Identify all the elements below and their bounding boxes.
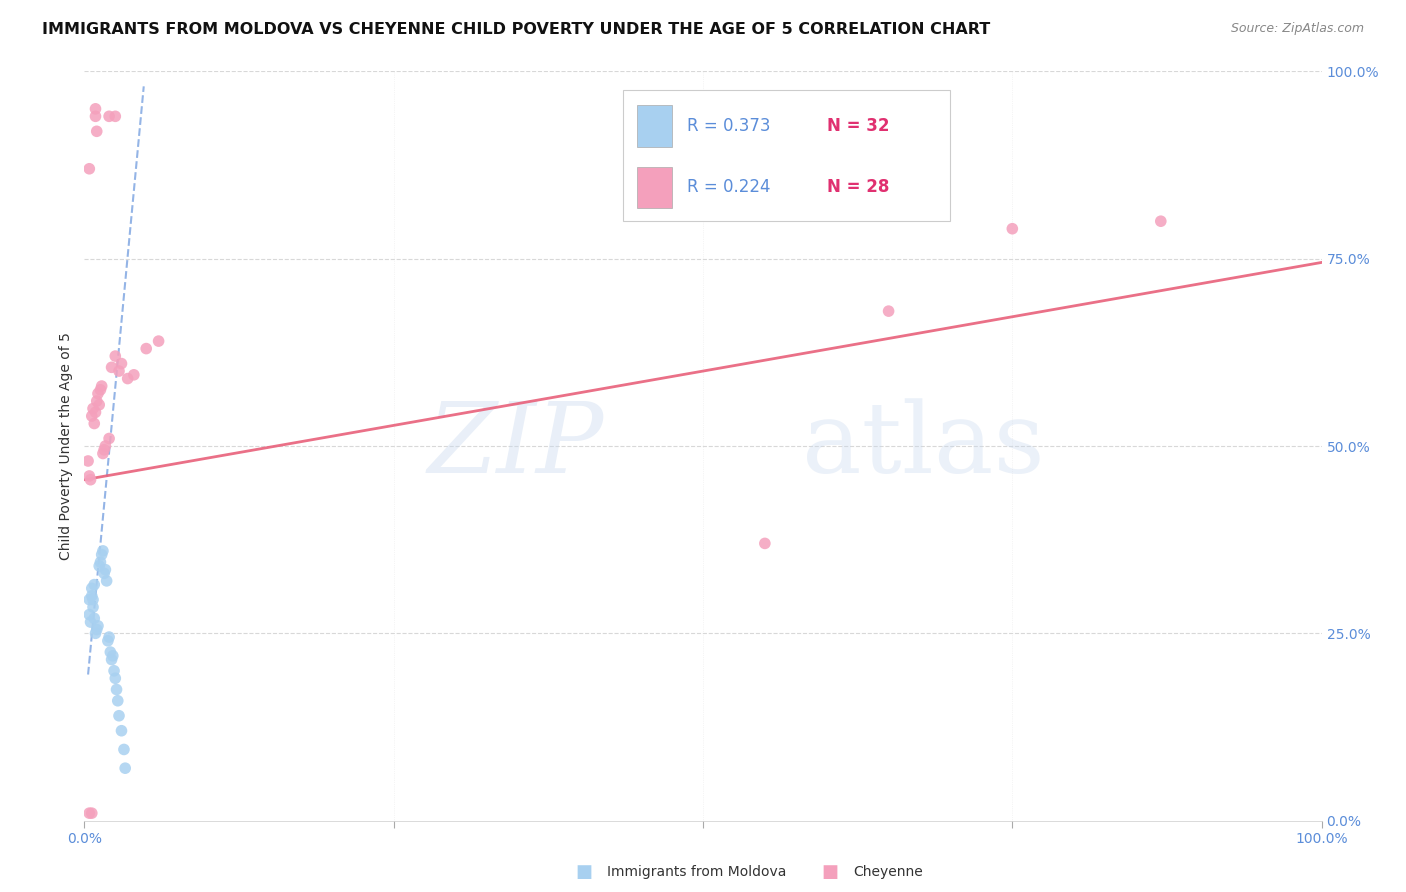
Point: [89, 398, 111, 412]
Point: [104, 671, 127, 685]
Point: [91, 544, 114, 558]
Text: Cheyenne: Cheyenne: [853, 865, 924, 880]
Point: [79, 161, 101, 176]
Y-axis label: Child Poverty Under the Age of 5: Child Poverty Under the Age of 5: [59, 332, 73, 560]
Point: [87, 386, 110, 401]
Text: Source: ZipAtlas.com: Source: ZipAtlas.com: [1230, 22, 1364, 36]
Point: [79, 607, 101, 622]
Point: [79, 473, 101, 487]
Point: [80, 806, 103, 821]
Point: [77, 454, 100, 468]
Point: [98, 109, 121, 123]
Point: [80, 582, 103, 596]
Point: [100, 652, 122, 666]
Point: [83, 611, 105, 625]
Point: [84, 405, 107, 419]
Point: [110, 723, 132, 738]
Point: [82, 600, 104, 615]
Point: [89, 555, 111, 569]
Bar: [637, 167, 672, 208]
Point: [108, 364, 131, 378]
Text: N = 32: N = 32: [827, 117, 889, 135]
Point: [79, 615, 101, 629]
Point: [100, 360, 122, 375]
Point: [79, 806, 101, 821]
Point: [135, 342, 157, 356]
Text: N = 28: N = 28: [827, 178, 889, 196]
Point: [112, 742, 135, 756]
Text: R = 0.373: R = 0.373: [688, 117, 770, 135]
Point: [83, 577, 105, 591]
Point: [148, 334, 170, 348]
Point: [98, 645, 121, 659]
Point: [104, 349, 127, 363]
Point: [107, 694, 129, 708]
Point: [117, 371, 139, 385]
Point: [79, 469, 101, 483]
Point: [86, 394, 108, 409]
Point: [104, 109, 127, 123]
Point: [90, 548, 112, 562]
Point: [84, 102, 107, 116]
Point: [754, 536, 776, 550]
Point: [80, 589, 103, 603]
Bar: [637, 105, 672, 146]
Point: [93, 442, 115, 457]
Point: [877, 304, 900, 318]
Point: [97, 633, 120, 648]
Text: atlas: atlas: [801, 398, 1045, 494]
Point: [1150, 214, 1173, 228]
Point: [98, 432, 121, 446]
Point: [89, 558, 111, 573]
Point: [90, 379, 112, 393]
Point: [94, 439, 117, 453]
Point: [101, 648, 124, 663]
Point: [96, 574, 118, 588]
Point: [93, 566, 115, 581]
Point: [80, 409, 103, 423]
Text: R = 0.224: R = 0.224: [688, 178, 770, 196]
Point: [86, 124, 108, 138]
Point: [105, 682, 128, 697]
Point: [84, 626, 107, 640]
Point: [108, 708, 131, 723]
Point: [87, 619, 110, 633]
Point: [89, 383, 111, 397]
Point: [91, 446, 114, 460]
Point: [82, 592, 104, 607]
Point: [98, 630, 121, 644]
Point: [103, 664, 125, 678]
Text: IMMIGRANTS FROM MOLDOVA VS CHEYENNE CHILD POVERTY UNDER THE AGE OF 5 CORRELATION: IMMIGRANTS FROM MOLDOVA VS CHEYENNE CHIL…: [42, 22, 990, 37]
Point: [114, 761, 136, 775]
Text: ■: ■: [821, 863, 838, 881]
Point: [84, 109, 107, 123]
Text: ZIP: ZIP: [427, 399, 605, 493]
Point: [1001, 221, 1024, 235]
Point: [86, 623, 108, 637]
FancyBboxPatch shape: [623, 90, 950, 221]
Point: [122, 368, 145, 382]
Point: [94, 563, 117, 577]
Text: ■: ■: [575, 863, 592, 881]
Point: [83, 417, 105, 431]
Text: Immigrants from Moldova: Immigrants from Moldova: [607, 865, 787, 880]
Point: [79, 592, 101, 607]
Point: [82, 401, 104, 416]
Point: [110, 357, 132, 371]
